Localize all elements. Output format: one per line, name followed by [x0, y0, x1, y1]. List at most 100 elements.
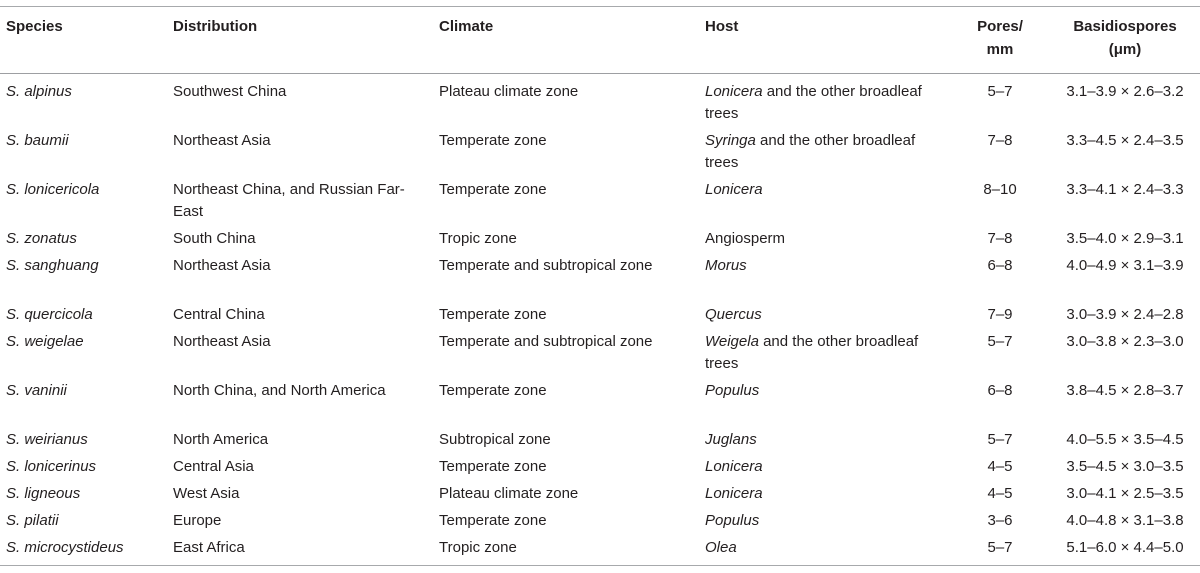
pores-cell: 3–6: [987, 512, 1013, 529]
climate-cell: Temperate zone: [439, 132, 547, 149]
host-cell: Populus: [705, 380, 945, 402]
host-genus: Populus: [705, 382, 760, 399]
host-genus: Quercus: [705, 306, 762, 323]
species-cell: S. microcystideus: [6, 539, 124, 556]
host-genus: Morus: [705, 257, 747, 274]
basidiospores-cell: 3.8–4.5 × 2.8–3.7: [1066, 382, 1184, 399]
climate-cell: Temperate zone: [439, 382, 547, 399]
header-basidiospores-line2: (μm): [1108, 41, 1142, 58]
host-cell: Angiosperm: [705, 228, 945, 250]
distribution-cell: Europe: [173, 512, 222, 529]
header-pores-line1: Pores/: [977, 18, 1023, 35]
host-genus: Juglans: [705, 431, 757, 448]
climate-cell: Temperate zone: [439, 306, 547, 323]
distribution-cell: North America: [173, 431, 269, 448]
header-pores-line2: mm: [986, 41, 1014, 58]
host-genus: Lonicera: [705, 485, 763, 502]
climate-cell: Tropic zone: [439, 230, 517, 247]
species-cell: S. lonicerinus: [6, 458, 97, 475]
pores-cell: 7–8: [987, 132, 1013, 149]
basidiospores-cell: 3.3–4.5 × 2.4–3.5: [1066, 132, 1184, 149]
species-cell: S. alpinus: [6, 83, 72, 100]
host-genus: Lonicera: [705, 458, 763, 475]
pores-cell: 4–5: [987, 458, 1013, 475]
host-cell: Olea: [705, 537, 945, 559]
climate-cell: Temperate zone: [439, 512, 547, 529]
species-cell: S. vaninii: [6, 382, 67, 399]
basidiospores-cell: 3.0–3.8 × 2.3–3.0: [1066, 333, 1184, 350]
distribution-cell: South China: [173, 230, 256, 247]
species-cell: S. sanghuang: [6, 257, 99, 274]
species-cell: S. baumii: [6, 132, 69, 149]
host-cell: Juglans: [705, 429, 945, 451]
header-distribution: Distribution: [173, 18, 258, 35]
climate-cell: Plateau climate zone: [439, 83, 579, 100]
distribution-cell: Central China: [173, 306, 265, 323]
pores-cell: 4–5: [987, 485, 1013, 502]
pores-cell: 5–7: [987, 539, 1013, 556]
pores-cell: 5–7: [987, 83, 1013, 100]
distribution-cell: Central Asia: [173, 458, 254, 475]
climate-cell: Tropic zone: [439, 539, 517, 556]
header-basidiospores: Basidiospores (μm): [1050, 15, 1200, 61]
host-genus: Weigela: [705, 333, 759, 350]
species-cell: S. pilatii: [6, 512, 59, 529]
basidiospores-cell: 3.1–3.9 × 2.6–3.2: [1066, 83, 1184, 100]
header-species: Species: [6, 18, 63, 35]
header-pores: Pores/ mm: [955, 15, 1045, 61]
species-cell: S. quercicola: [6, 306, 93, 323]
basidiospores-cell: 4.0–4.9 × 3.1–3.9: [1066, 257, 1184, 274]
species-cell: S. zonatus: [6, 230, 77, 247]
species-cell: S. lonicericola: [6, 181, 100, 198]
host-genus: Olea: [705, 539, 737, 556]
pores-cell: 5–7: [987, 333, 1013, 350]
table-bottom-rule: [0, 565, 1200, 566]
host-description: and the other broadleaf trees: [705, 132, 916, 171]
distribution-cell: East Africa: [173, 539, 245, 556]
host-genus: Populus: [705, 512, 760, 529]
distribution-cell: West Asia: [173, 485, 240, 502]
header-host: Host: [705, 18, 739, 35]
host-description: and the other broadleaf trees: [705, 333, 919, 372]
pores-cell: 6–8: [987, 257, 1013, 274]
host-cell: Populus: [705, 510, 945, 532]
basidiospores-cell: 3.0–3.9 × 2.4–2.8: [1066, 306, 1184, 323]
distribution-cell: Northeast Asia: [173, 132, 271, 149]
host-cell: Lonicera: [705, 483, 945, 505]
host-cell: Lonicera: [705, 456, 945, 478]
host-cell: Syringa and the other broadleaf trees: [705, 130, 945, 174]
climate-cell: Temperate and subtropical zone: [439, 257, 653, 274]
distribution-cell: Northeast Asia: [173, 333, 271, 350]
distribution-cell: Northeast China, and Russian Far-East: [173, 181, 405, 220]
pores-cell: 5–7: [987, 431, 1013, 448]
pores-cell: 6–8: [987, 382, 1013, 399]
host-genus: Lonicera: [705, 181, 763, 198]
basidiospores-cell: 4.0–5.5 × 3.5–4.5: [1066, 431, 1184, 448]
basidiospores-cell: 3.5–4.5 × 3.0–3.5: [1066, 458, 1184, 475]
pores-cell: 8–10: [983, 181, 1017, 198]
pores-cell: 7–9: [987, 306, 1013, 323]
basidiospores-cell: 4.0–4.8 × 3.1–3.8: [1066, 512, 1184, 529]
host-cell: Quercus: [705, 304, 945, 326]
host-cell: Lonicera and the other broadleaf trees: [705, 81, 945, 125]
distribution-cell: North China, and North America: [173, 382, 386, 399]
host-description: and the other broadleaf trees: [705, 83, 922, 122]
header-rule: [0, 73, 1200, 74]
host-genus: Lonicera: [705, 83, 763, 100]
distribution-cell: Southwest China: [173, 83, 287, 100]
climate-cell: Temperate and subtropical zone: [439, 333, 653, 350]
host-cell: Lonicera: [705, 179, 945, 201]
host-description: Angiosperm: [705, 230, 786, 247]
host-cell: Morus: [705, 255, 945, 277]
pores-cell: 7–8: [987, 230, 1013, 247]
species-cell: S. weirianus: [6, 431, 88, 448]
climate-cell: Temperate zone: [439, 458, 547, 475]
distribution-cell: Northeast Asia: [173, 257, 271, 274]
basidiospores-cell: 3.3–4.1 × 2.4–3.3: [1066, 181, 1184, 198]
host-genus: Syringa: [705, 132, 756, 149]
species-cell: S. ligneous: [6, 485, 81, 502]
table-top-rule: [0, 6, 1200, 7]
host-cell: Weigela and the other broadleaf trees: [705, 331, 945, 375]
species-cell: S. weigelae: [6, 333, 84, 350]
